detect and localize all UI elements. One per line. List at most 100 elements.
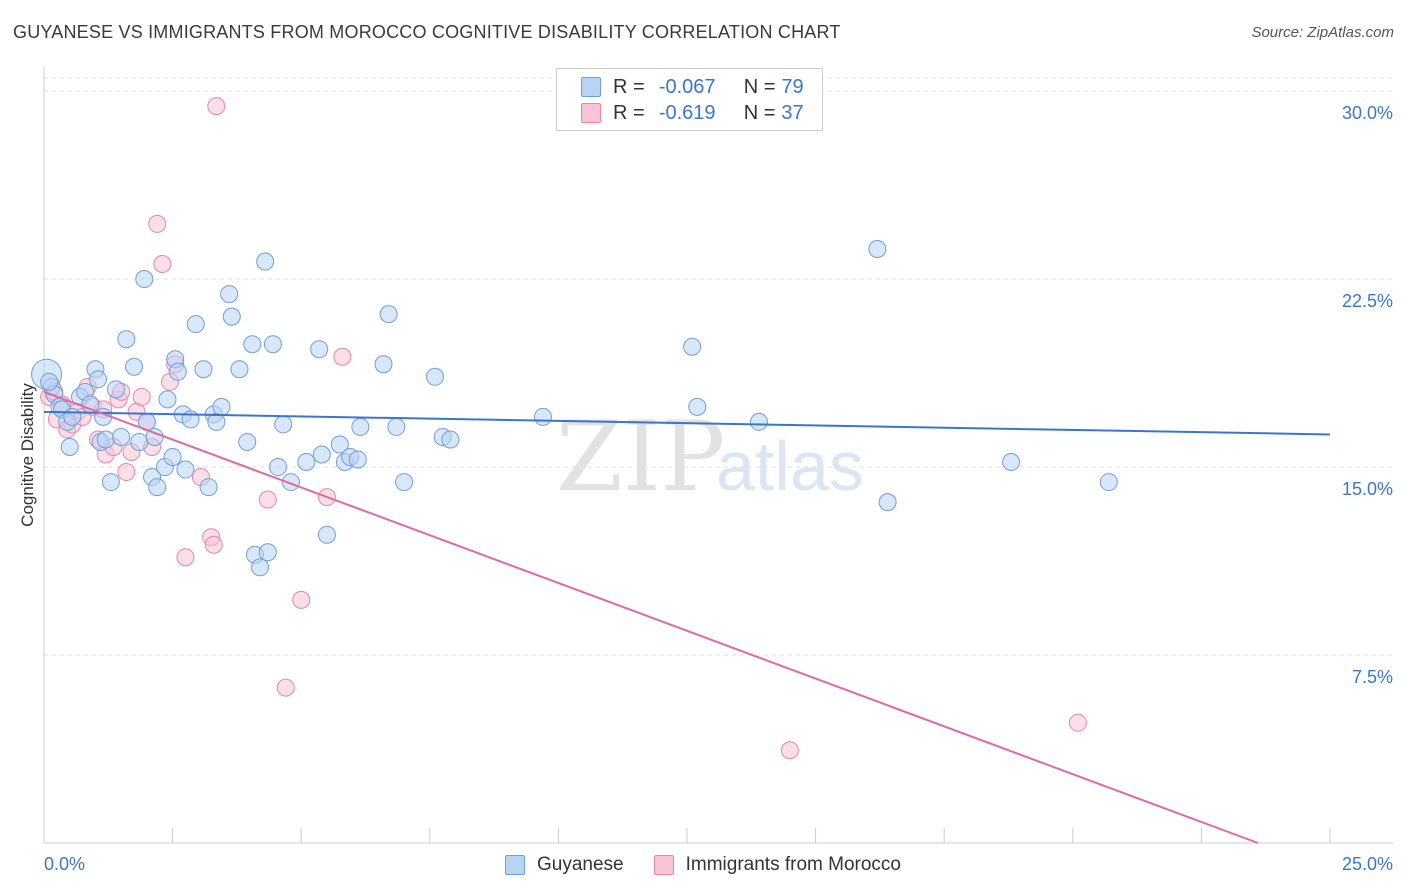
morocco-point: [1068, 713, 1087, 732]
watermark-atlas: atlas: [716, 427, 864, 505]
y-tick-label: 15.0%: [1342, 479, 1393, 499]
guyanese-point: [750, 412, 769, 431]
guyanese-point: [274, 415, 293, 434]
guyanese-point: [163, 448, 182, 467]
guyanese-legend-swatch: [505, 855, 525, 875]
guyanese-point: [125, 357, 144, 376]
guyanese-point: [387, 417, 406, 436]
guyanese-point: [168, 362, 187, 381]
tick-labels: 7.5% 15.0% 22.5% 30.0% 0.0% 25.0%: [44, 103, 1393, 874]
guyanese-point: [251, 558, 270, 577]
guyanese-point: [317, 525, 336, 544]
guyanese-point: [441, 430, 460, 449]
guyanese-point: [199, 478, 218, 497]
guyanese-point: [868, 239, 887, 258]
guyanese-swatch: [581, 77, 601, 97]
guyanese-point: [112, 427, 131, 446]
legend-r-value: -0.067: [658, 75, 716, 98]
guyanese-point: [258, 543, 277, 562]
series-legend: Guyanese Immigrants from Morocco: [0, 852, 1406, 878]
morocco-point: [276, 678, 295, 697]
guyanese-point: [220, 285, 239, 304]
guyanese-point: [148, 478, 167, 497]
morocco-point: [148, 214, 167, 233]
morocco-point: [292, 590, 311, 609]
guyanese-point: [186, 315, 205, 334]
legend-row-morocco: R = -0.619 N = 37: [581, 101, 804, 125]
y-tick-label: 7.5%: [1352, 667, 1393, 687]
morocco-point: [333, 347, 352, 366]
axis-layer: [43, 66, 1393, 844]
series-guyanese-points: [31, 239, 1118, 577]
y-tick-label: 30.0%: [1342, 103, 1393, 123]
guyanese-point: [243, 335, 262, 354]
guyanese-point: [107, 380, 126, 399]
morocco-point: [780, 741, 799, 760]
guyanese-point: [60, 437, 79, 456]
legend-n-value: 79: [781, 75, 804, 98]
guyanese-point: [688, 397, 707, 416]
legend-n-label: N =: [743, 75, 776, 98]
guyanese-point: [374, 355, 393, 374]
legend-item-morocco[interactable]: Immigrants from Morocco: [653, 854, 901, 876]
source-label: Source: ZipAtlas.com: [1251, 24, 1394, 41]
trend-lines: [43, 390, 1331, 844]
guyanese-point: [425, 367, 444, 386]
guyanese-point: [351, 417, 370, 436]
morocco-point: [207, 97, 226, 116]
guyanese-point: [269, 458, 288, 477]
legend-n-label: N =: [743, 101, 776, 124]
guyanese-point: [212, 397, 231, 416]
guyanese-point: [40, 372, 59, 391]
morocco-legend-swatch: [653, 855, 674, 875]
chart-title: GUYANESE VS IMMIGRANTS FROM MOROCCO COGN…: [13, 22, 841, 42]
guyanese-trend-line: [43, 410, 1331, 436]
guyanese-point: [117, 330, 136, 349]
watermark: ZIP atlas: [556, 401, 864, 513]
guyanese-point: [194, 360, 213, 379]
legend-label-guyanese: Guyanese: [537, 854, 624, 875]
legend-row-guyanese: R = -0.067 N = 79: [581, 75, 804, 99]
morocco-point: [176, 548, 195, 567]
guyanese-point: [310, 340, 329, 359]
guyanese-point: [96, 430, 115, 449]
guyanese-point: [101, 473, 120, 492]
morocco-swatch: [581, 103, 601, 123]
guyanese-point: [281, 473, 300, 492]
watermark-zip: ZIP: [556, 401, 725, 513]
guyanese-point: [135, 270, 154, 289]
guyanese-point: [158, 390, 177, 409]
morocco-point: [132, 387, 151, 406]
legend-r-label: R =: [613, 75, 645, 98]
guyanese-point: [1099, 473, 1118, 492]
guyanese-point: [176, 460, 195, 479]
morocco-point: [153, 255, 172, 274]
legend-r-value: -0.619: [658, 101, 716, 124]
guyanese-point: [63, 407, 82, 426]
x-tick-label-max: 25.0%: [1342, 854, 1393, 874]
guyanese-point: [348, 450, 367, 469]
stats-legend: R = -0.067 N = 79 R = -0.619 N = 37: [556, 68, 823, 131]
legend-item-guyanese[interactable]: Guyanese: [505, 854, 624, 876]
guyanese-point: [395, 473, 414, 492]
guyanese-point: [379, 305, 398, 324]
guyanese-point: [330, 435, 349, 454]
morocco-trend-line: [43, 390, 1259, 844]
morocco-point: [258, 490, 277, 509]
legend-r-label: R =: [613, 101, 645, 124]
guyanese-point: [263, 335, 282, 354]
x-tick-label-min: 0.0%: [44, 854, 85, 874]
y-tick-label: 22.5%: [1342, 291, 1393, 311]
guyanese-point: [297, 453, 316, 472]
morocco-point: [204, 535, 223, 554]
legend-label-morocco: Immigrants from Morocco: [685, 854, 901, 875]
guyanese-point: [533, 407, 552, 426]
guyanese-point: [256, 252, 275, 271]
guyanese-point: [312, 445, 331, 464]
guyanese-point: [683, 337, 702, 356]
guyanese-point: [238, 432, 257, 451]
guyanese-point: [222, 307, 241, 326]
guyanese-point: [878, 493, 897, 512]
guyanese-point: [89, 370, 108, 389]
